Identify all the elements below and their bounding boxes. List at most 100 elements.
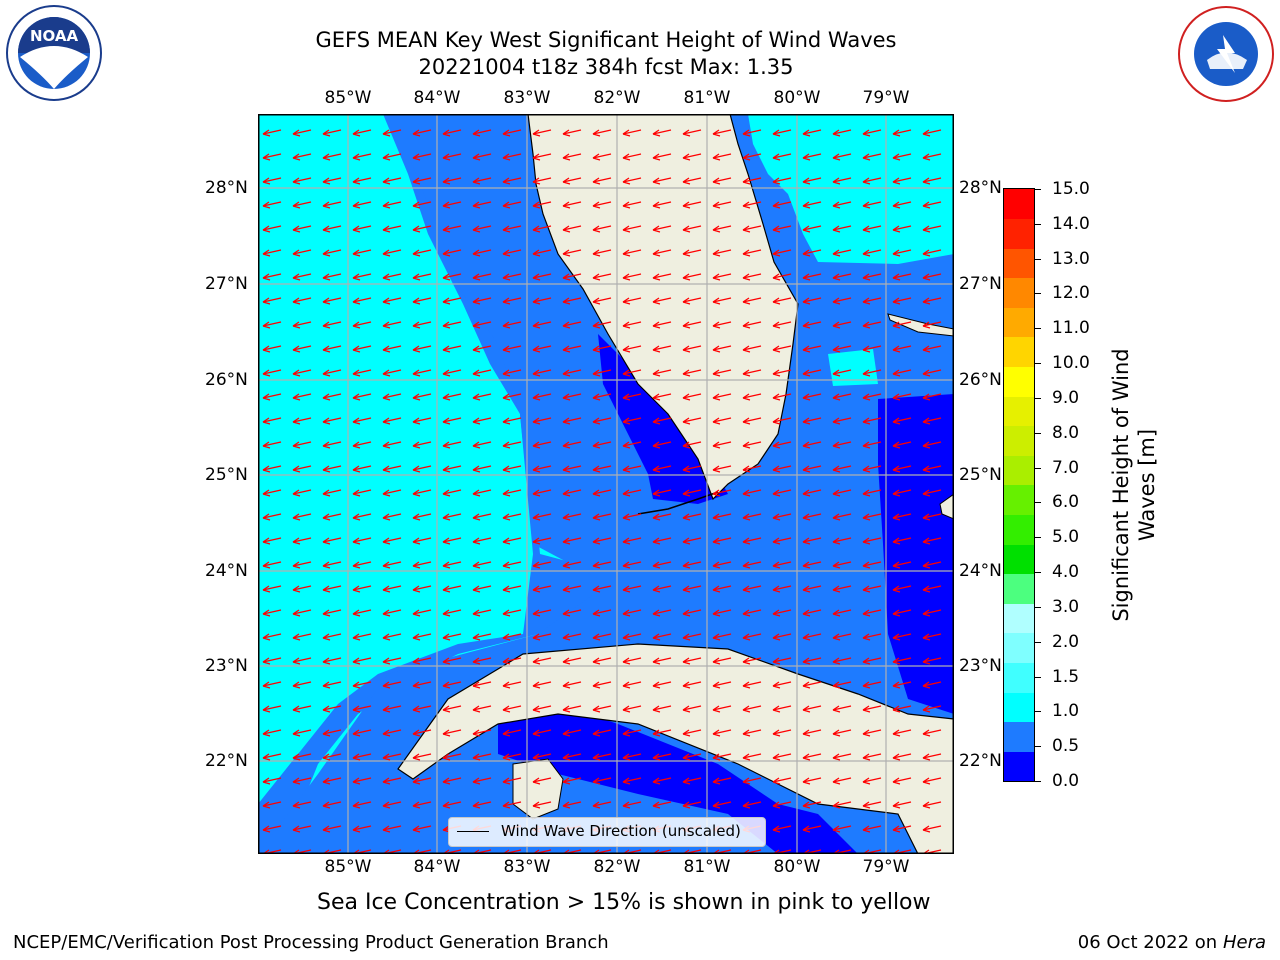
wind-arrow bbox=[592, 705, 612, 711]
wind-arrow bbox=[682, 681, 702, 687]
wind-arrow-head bbox=[442, 801, 451, 809]
wind-arrow-head bbox=[892, 825, 901, 833]
wind-arrow bbox=[742, 417, 762, 423]
wind-arrow bbox=[592, 465, 612, 471]
wind-arrow bbox=[832, 249, 852, 255]
wind-arrow bbox=[622, 609, 642, 615]
wind-arrow bbox=[892, 705, 912, 711]
wind-arrow-head bbox=[862, 633, 871, 641]
wind-arrow bbox=[832, 345, 852, 351]
wind-arrow bbox=[892, 177, 912, 183]
wind-arrow bbox=[502, 393, 522, 399]
wind-arrow-head bbox=[412, 657, 421, 665]
wind-arrow bbox=[802, 657, 822, 663]
wind-arrow-head bbox=[592, 633, 601, 641]
wind-arrow bbox=[772, 537, 792, 543]
wind-arrow-head bbox=[682, 633, 691, 641]
wind-arrow bbox=[772, 633, 792, 639]
wind-arrow bbox=[382, 825, 402, 831]
wind-arrow bbox=[712, 657, 732, 663]
wind-arrow-head bbox=[802, 153, 811, 161]
wind-arrow-head bbox=[922, 705, 931, 713]
wind-arrow-head bbox=[802, 201, 811, 209]
wind-arrow bbox=[772, 345, 792, 351]
wind-arrow bbox=[802, 489, 822, 495]
wind-arrow bbox=[922, 681, 942, 687]
wind-arrow-head bbox=[652, 489, 661, 497]
wind-arrow-head bbox=[502, 201, 511, 209]
wind-arrow-head bbox=[772, 489, 781, 497]
wind-arrow-head bbox=[502, 345, 511, 353]
wind-arrow bbox=[352, 273, 372, 279]
wind-arrow-head bbox=[442, 201, 451, 209]
wind-arrow-head bbox=[922, 657, 931, 665]
wind-arrow-head bbox=[382, 297, 391, 305]
wind-arrow-head bbox=[832, 657, 841, 665]
wind-arrow-head bbox=[532, 657, 541, 665]
wind-arrow bbox=[802, 585, 822, 591]
wind-arrow bbox=[772, 681, 792, 687]
wind-arrow-head bbox=[772, 441, 781, 449]
wind-arrow-head bbox=[472, 321, 481, 329]
wind-arrow bbox=[922, 561, 942, 567]
wind-arrow bbox=[532, 129, 552, 135]
wind-arrow-head bbox=[652, 561, 661, 569]
wind-arrow-head bbox=[382, 609, 391, 617]
wind-arrow-head bbox=[292, 825, 301, 833]
wind-arrow-head bbox=[322, 753, 331, 761]
wind-arrow-head bbox=[472, 609, 481, 617]
wind-arrow bbox=[652, 273, 672, 279]
wind-arrow-head bbox=[892, 585, 901, 593]
wind-arrow bbox=[352, 201, 372, 207]
wind-arrow-head bbox=[562, 249, 571, 257]
wind-arrow bbox=[862, 465, 882, 471]
wind-arrow bbox=[382, 705, 402, 711]
wind-arrow-head bbox=[292, 705, 301, 713]
wind-arrow-head bbox=[682, 417, 691, 425]
wind-arrow bbox=[262, 393, 282, 399]
wind-arrow bbox=[382, 801, 402, 807]
wind-arrow-head bbox=[922, 561, 931, 569]
wind-arrow-head bbox=[622, 729, 631, 737]
wind-arrow bbox=[772, 177, 792, 183]
wind-arrow-head bbox=[442, 345, 451, 353]
colorbar-tick-label: 0.0 bbox=[1052, 771, 1080, 791]
wind-arrow bbox=[892, 441, 912, 447]
wind-arrow bbox=[772, 297, 792, 303]
wind-arrow-head bbox=[622, 537, 631, 545]
wind-arrow bbox=[412, 369, 432, 375]
wind-arrow bbox=[532, 273, 552, 279]
wind-arrow-head bbox=[412, 417, 421, 425]
wind-arrow bbox=[442, 441, 462, 447]
wind-arrow-head bbox=[262, 729, 271, 737]
wind-arrow-head bbox=[772, 729, 781, 737]
wind-arrow bbox=[892, 729, 912, 735]
wind-arrow-head bbox=[622, 345, 631, 353]
noaa-logo-text: NOAA bbox=[30, 27, 79, 45]
wind-arrow-head bbox=[262, 705, 271, 713]
wind-arrow bbox=[322, 513, 342, 519]
wind-arrow bbox=[412, 489, 432, 495]
wind-arrow bbox=[742, 489, 762, 495]
wind-arrow bbox=[562, 465, 582, 471]
wind-arrow bbox=[412, 201, 432, 207]
wind-arrow bbox=[532, 801, 552, 807]
wind-arrow-head bbox=[802, 225, 811, 233]
wind-arrow-head bbox=[892, 729, 901, 737]
wind-arrow-head bbox=[532, 801, 541, 809]
wind-arrow bbox=[772, 273, 792, 279]
colorbar-tick-label: 2.0 bbox=[1052, 631, 1080, 652]
wind-arrow-head bbox=[832, 369, 841, 377]
lon-label-bottom: 83°W bbox=[503, 857, 551, 877]
colorbar-tick-label: 1.5 bbox=[1052, 666, 1080, 687]
wind-arrow bbox=[322, 297, 342, 303]
colorbar-tick-mark bbox=[1035, 328, 1041, 330]
wind-arrow-head bbox=[862, 561, 871, 569]
wind-arrow-head bbox=[352, 393, 361, 401]
wind-arrow bbox=[562, 513, 582, 519]
wind-arrow bbox=[802, 345, 822, 351]
wind-arrow bbox=[502, 249, 522, 255]
wind-arrow bbox=[292, 441, 312, 447]
wind-arrow bbox=[652, 153, 672, 159]
wind-arrow bbox=[622, 225, 642, 231]
